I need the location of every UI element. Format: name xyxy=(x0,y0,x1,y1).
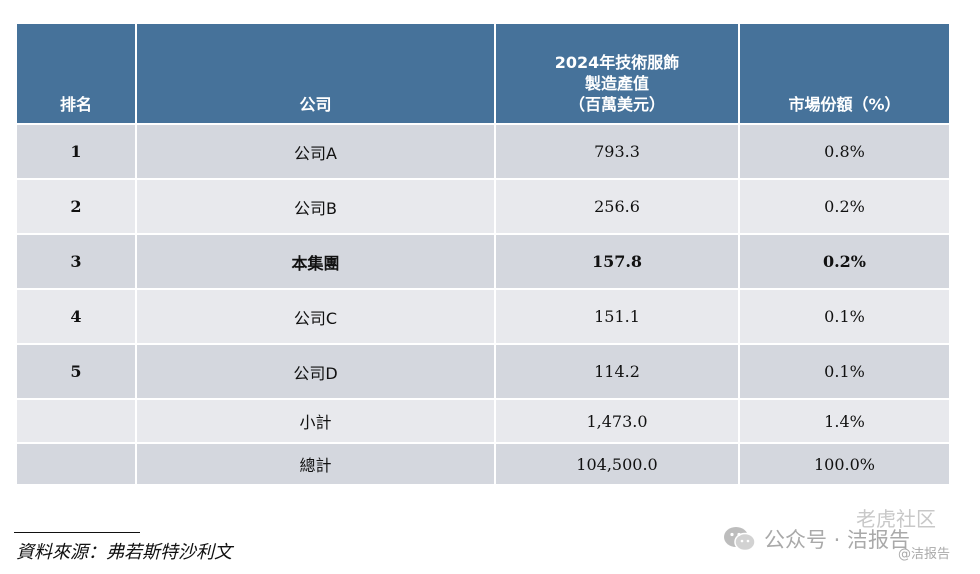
source-note: 資料來源：弗若斯特沙利文 xyxy=(16,538,232,564)
value-cell: 151.1 xyxy=(495,289,739,344)
rank-cell: 1 xyxy=(17,124,136,179)
watermark-community: 老虎社区 xyxy=(856,503,936,532)
rank-cell: 5 xyxy=(17,344,136,399)
share-cell: 1.4% xyxy=(739,399,949,443)
value-cell: 157.8 xyxy=(495,234,739,289)
table-row: 5 公司D 114.2 0.1% xyxy=(17,344,949,399)
rank-cell: 4 xyxy=(17,289,136,344)
subtotal-row: 小計 1,473.0 1.4% xyxy=(17,399,949,443)
header-production-value: 2024年技術服飾 製造產值 （百萬美元） xyxy=(495,24,739,124)
watermark-handle: @洁报告 xyxy=(898,543,950,562)
value-cell: 256.6 xyxy=(495,179,739,234)
share-cell: 0.1% xyxy=(739,289,949,344)
footnote-divider xyxy=(14,532,140,533)
value-cell: 114.2 xyxy=(495,344,739,399)
company-cell: 公司D xyxy=(136,344,495,399)
total-row: 總計 104,500.0 100.0% xyxy=(17,443,949,484)
share-cell: 100.0% xyxy=(739,443,949,484)
header-company: 公司 xyxy=(136,24,495,124)
header-rank: 排名 xyxy=(17,24,136,124)
share-cell: 0.8% xyxy=(739,124,949,179)
header-value-line3: （百萬美元） xyxy=(502,94,732,115)
share-cell: 0.2% xyxy=(739,179,949,234)
company-cell: 公司C xyxy=(136,289,495,344)
company-cell: 本集團 xyxy=(136,234,495,289)
ranking-table: 排名 公司 2024年技術服飾 製造產值 （百萬美元） 市場份額（%） 1 公司… xyxy=(17,24,949,484)
company-cell: 小計 xyxy=(136,399,495,443)
value-cell: 104,500.0 xyxy=(495,443,739,484)
header-value-line1: 2024年技術服飾 xyxy=(502,52,732,73)
rank-cell xyxy=(17,399,136,443)
company-cell: 公司A xyxy=(136,124,495,179)
table-row: 2 公司B 256.6 0.2% xyxy=(17,179,949,234)
value-cell: 793.3 xyxy=(495,124,739,179)
rank-cell xyxy=(17,443,136,484)
company-cell: 總計 xyxy=(136,443,495,484)
rank-cell: 2 xyxy=(17,179,136,234)
value-cell: 1,473.0 xyxy=(495,399,739,443)
wechat-icon xyxy=(722,525,758,553)
rank-cell: 3 xyxy=(17,234,136,289)
table-row-highlighted: 3 本集團 157.8 0.2% xyxy=(17,234,949,289)
header-value-line2: 製造產值 xyxy=(502,73,732,94)
table-header-row: 排名 公司 2024年技術服飾 製造產值 （百萬美元） 市場份額（%） xyxy=(17,24,949,124)
share-cell: 0.1% xyxy=(739,344,949,399)
company-cell: 公司B xyxy=(136,179,495,234)
header-market-share: 市場份額（%） xyxy=(739,24,949,124)
table-row: 4 公司C 151.1 0.1% xyxy=(17,289,949,344)
table-row: 1 公司A 793.3 0.8% xyxy=(17,124,949,179)
share-cell: 0.2% xyxy=(739,234,949,289)
